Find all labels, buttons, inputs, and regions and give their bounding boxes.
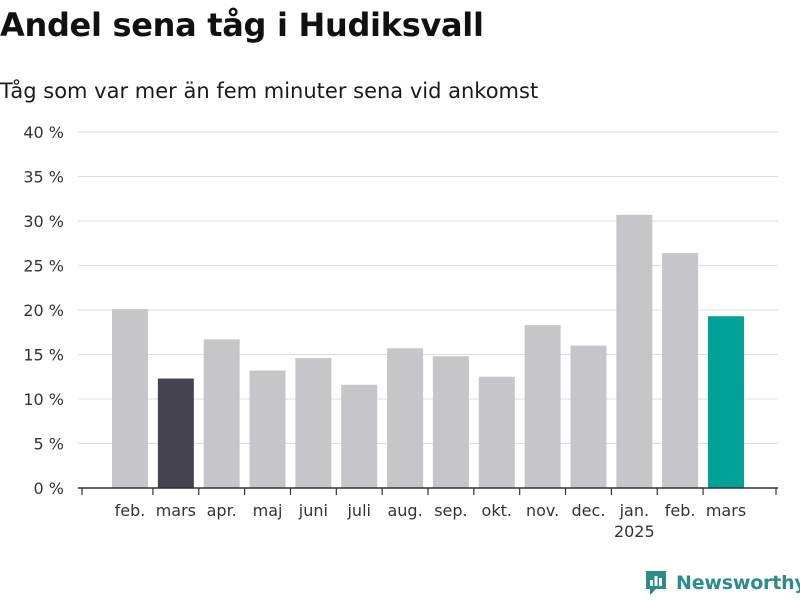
chart-subtitle: Tåg som var mer än fem minuter sena vid … <box>0 79 539 103</box>
x-tick-label: maj <box>253 501 283 520</box>
y-tick-label: 25 % <box>23 257 64 276</box>
newsworthy-logo: Newsworthy <box>644 569 800 597</box>
x-tick-label: mars <box>706 501 746 520</box>
x-tick-label: feb. <box>665 501 696 520</box>
y-tick-label: 10 % <box>23 390 64 409</box>
newsworthy-logo-icon <box>646 571 666 595</box>
x-tick-label: juli <box>346 501 370 520</box>
y-tick-label: 40 % <box>23 123 64 142</box>
y-axis-ticks: 0 % 5 % 10 % 15 % 20 % 25 % 30 % 35 % 40 % <box>23 123 64 498</box>
x-tick-label: mars <box>156 501 196 520</box>
bar <box>157 378 194 488</box>
bar <box>662 253 699 488</box>
chart-title: Andel sena tåg i Hudiksvall <box>0 6 484 44</box>
bar <box>112 309 148 488</box>
brand-name: Newsworthy <box>676 572 800 594</box>
x-axis <box>78 487 778 495</box>
x-tick-label: aug. <box>387 501 422 520</box>
bar <box>341 384 378 488</box>
x-tick-label: feb. <box>115 501 146 520</box>
x-axis-ticks: feb. mars apr. maj juni juli aug. sep. okt. nov. d… <box>115 501 747 541</box>
x-tick-label: jan. <box>619 501 649 520</box>
y-tick-label: 35 % <box>23 168 64 187</box>
bar <box>616 214 653 488</box>
bar <box>203 339 240 488</box>
x-tick-label: juni <box>298 501 328 520</box>
gridlines <box>78 131 778 444</box>
x-tick-label: okt. <box>482 501 512 520</box>
bar <box>295 358 332 488</box>
x-tick-label: dec. <box>572 501 606 520</box>
bar <box>249 370 286 488</box>
x-tick-label: nov. <box>526 501 559 520</box>
bar <box>387 348 424 488</box>
bar <box>432 356 469 488</box>
bar <box>570 345 607 488</box>
x-tick-label: apr. <box>207 501 237 520</box>
bars <box>112 214 744 488</box>
y-tick-label: 5 % <box>34 435 64 454</box>
x-tick-label: sep. <box>434 501 467 520</box>
y-tick-label: 20 % <box>23 301 64 320</box>
bar <box>478 376 515 488</box>
y-tick-label: 0 % <box>34 479 64 498</box>
x-year-label: 2025 <box>614 522 655 541</box>
y-tick-label: 30 % <box>23 212 64 231</box>
bar <box>708 316 744 488</box>
bar <box>524 325 561 488</box>
y-tick-label: 15 % <box>23 346 64 365</box>
